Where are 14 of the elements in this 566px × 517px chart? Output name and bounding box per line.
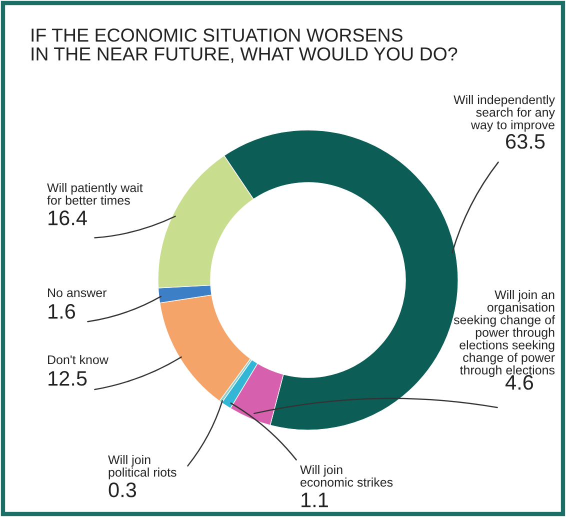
data-label: 1.6 [48,304,76,319]
data-label: 12.5 [48,371,87,386]
data-label: 0.3 [108,482,136,498]
slice-label: No answer [48,288,107,298]
data-label: 1.1 [302,492,328,508]
data-label: 63.5 [506,134,545,149]
slice-label: Will patiently wait for better times [47,183,143,205]
slice-label: Don't know [48,355,108,364]
slice-label: Will independently search for any way to improve [454,95,555,132]
slice-label: Will join economic strikes [300,465,393,487]
slice-label: Will join political riots [108,455,176,480]
data-label: 4.6 [505,375,534,390]
data-label: 16.4 [48,210,87,226]
chart-title: IF THE ECONOMIC SITUATION WORSENS IN THE NEAR FUTURE, WHAT WOULD YOU DO? [32,28,458,63]
